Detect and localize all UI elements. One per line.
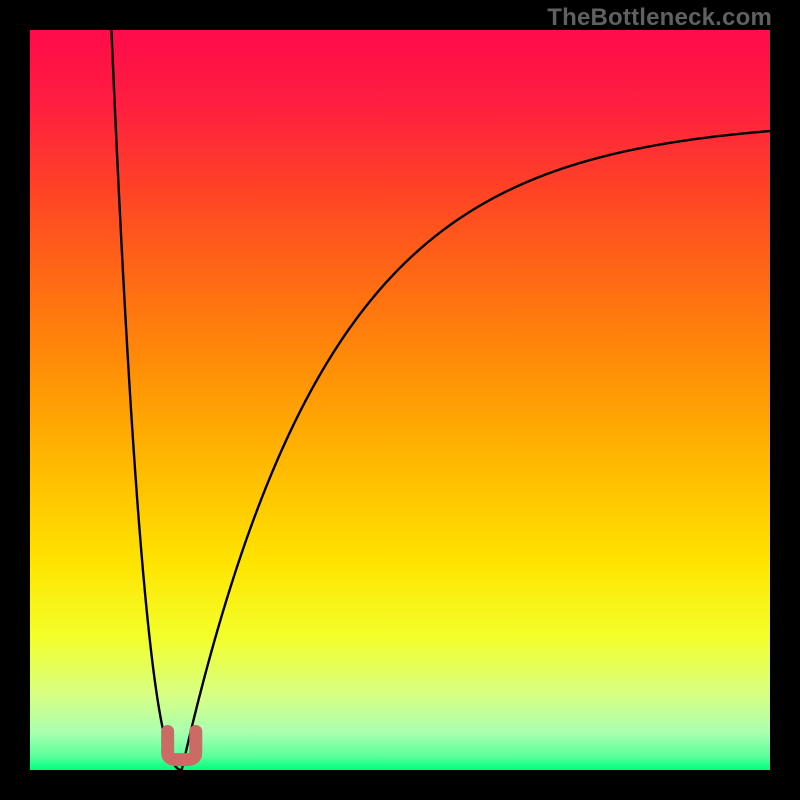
watermark-text: TheBottleneck.com — [547, 4, 772, 32]
chart-svg — [30, 30, 770, 770]
gradient-background — [30, 30, 770, 770]
stage: TheBottleneck.com — [0, 0, 800, 800]
chart-plot-area — [30, 30, 770, 770]
